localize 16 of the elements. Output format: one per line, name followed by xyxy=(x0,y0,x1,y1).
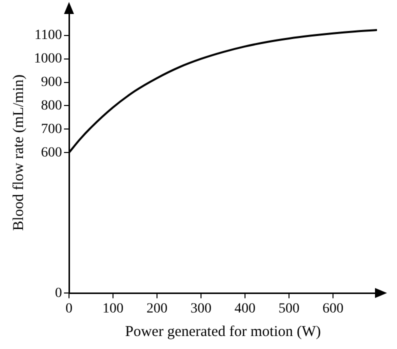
x-tick-label: 600 xyxy=(322,301,344,316)
x-tick-label: 400 xyxy=(234,301,256,316)
x-tick-label: 300 xyxy=(190,301,212,316)
y-tick-label: 800 xyxy=(41,98,62,114)
y-tick-label: 700 xyxy=(41,122,62,137)
y-tick-label: 1100 xyxy=(34,28,62,44)
x-tick-label: 100 xyxy=(102,301,124,316)
x-axis-title: Power generated for motion (W) xyxy=(125,324,321,340)
y-tick-label: 600 xyxy=(41,145,62,160)
y-axis-title: Blood flow rate (mL/min) xyxy=(10,74,27,231)
y-tick-label: 900 xyxy=(41,74,62,90)
y-tick-label: 1000 xyxy=(34,52,62,67)
y-tick-label: 0 xyxy=(55,286,62,301)
x-tick-label: 0 xyxy=(66,301,72,316)
x-tick-label: 200 xyxy=(146,301,168,316)
x-tick-label: 500 xyxy=(278,301,300,316)
